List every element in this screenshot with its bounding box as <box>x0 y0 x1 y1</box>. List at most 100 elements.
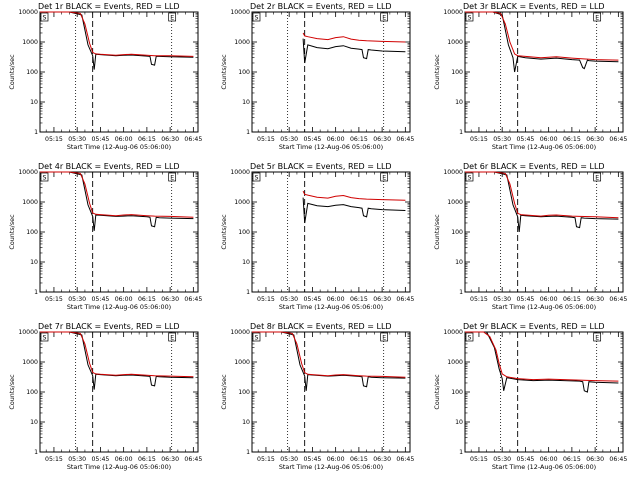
plot-frame <box>39 331 199 453</box>
plot-frame <box>251 11 411 133</box>
x-tick-label: 06:45 <box>396 456 414 463</box>
marker-box <box>168 12 177 22</box>
y-tick-label: 10000 <box>443 9 463 16</box>
events-series-line <box>40 11 194 70</box>
x-tick-label: 05:15 <box>45 136 63 143</box>
x-tick-label: 06:00 <box>327 296 345 303</box>
events-series-line <box>465 171 619 233</box>
marker-label-s: S <box>468 175 472 182</box>
y-axis-label: Counts/sec <box>8 54 16 90</box>
y-tick-label: 1000 <box>447 199 463 206</box>
y-tick-label: 10 <box>30 259 38 266</box>
panel-title: Det 4r BLACK = Events, RED = LLD <box>38 162 180 171</box>
y-tick-label: 10000 <box>230 169 250 176</box>
y-axis-label: Counts/sec <box>8 214 16 250</box>
x-tick-label: 05:30 <box>280 296 298 303</box>
x-tick-label: 05:15 <box>470 296 488 303</box>
x-tick-label: 05:45 <box>91 456 109 463</box>
marker-box <box>593 332 602 342</box>
x-tick-label: 06:30 <box>586 296 604 303</box>
events-series-line <box>302 197 406 224</box>
y-axis-label: Counts/sec <box>8 374 16 410</box>
x-tick-label: 06:15 <box>563 296 581 303</box>
marker-label-e: E <box>382 175 386 182</box>
marker-label-s: S <box>468 15 472 22</box>
y-tick-label: 10000 <box>18 329 38 336</box>
lld-series-line <box>465 331 619 382</box>
x-axis-label: Start Time (12-Aug-06 05:06:00) <box>279 303 383 311</box>
x-tick-label: 05:45 <box>516 456 534 463</box>
plot-frame <box>464 11 624 133</box>
panel-title: Det 2r BLACK = Events, RED = LLD <box>250 2 392 11</box>
x-tick-label: 05:15 <box>45 456 63 463</box>
x-tick-label: 05:45 <box>91 296 109 303</box>
marker-label-e: E <box>170 175 174 182</box>
marker-label-e: E <box>382 15 386 22</box>
y-axis-label: Counts/sec <box>433 54 441 90</box>
x-tick-label: 06:45 <box>184 456 202 463</box>
x-tick-label: 06:45 <box>396 296 414 303</box>
x-tick-label: 06:15 <box>138 456 156 463</box>
y-tick-label: 100 <box>238 69 250 76</box>
x-tick-label: 05:15 <box>257 296 275 303</box>
lld-series-line <box>465 11 619 61</box>
panel-4: Det 4r BLACK = Events, RED = LLD 1 10 100 10… <box>8 162 202 311</box>
marker-box <box>168 332 177 342</box>
y-axis-label: Counts/sec <box>220 214 228 250</box>
panel-9: Det 9r BLACK = Events, RED = LLD 1 10 100 10… <box>433 322 627 471</box>
x-tick-label: 06:00 <box>540 296 558 303</box>
x-tick-label: 06:00 <box>115 456 133 463</box>
x-tick-label: 05:15 <box>257 136 275 143</box>
y-tick-label: 1 <box>246 449 250 456</box>
x-axis-label: Start Time (12-Aug-06 05:06:00) <box>492 143 596 151</box>
x-tick-label: 06:15 <box>563 456 581 463</box>
x-tick-label: 05:15 <box>257 456 275 463</box>
marker-box <box>168 172 177 182</box>
x-tick-label: 06:45 <box>184 136 202 143</box>
x-tick-label: 06:15 <box>138 136 156 143</box>
marker-label-s: S <box>255 15 259 22</box>
x-tick-label: 06:00 <box>327 456 345 463</box>
panel-title: Det 5r BLACK = Events, RED = LLD <box>250 162 392 171</box>
y-tick-label: 100 <box>26 229 38 236</box>
x-tick-label: 05:30 <box>280 136 298 143</box>
panel-6: Det 6r BLACK = Events, RED = LLD 1 10 100 10… <box>433 162 627 311</box>
x-tick-label: 06:00 <box>540 456 558 463</box>
x-tick-label: 05:45 <box>303 296 321 303</box>
x-tick-label: 06:30 <box>373 456 391 463</box>
y-tick-label: 1000 <box>234 39 250 46</box>
y-tick-label: 100 <box>238 389 250 396</box>
panel-5: Det 5r BLACK = Events, RED = LLD 1 10 100 10… <box>220 162 414 311</box>
x-tick-label: 05:30 <box>493 296 511 303</box>
x-tick-label: 05:30 <box>68 296 86 303</box>
marker-box <box>380 12 389 22</box>
x-tick-label: 05:45 <box>303 136 321 143</box>
marker-label-e: E <box>170 335 174 342</box>
y-tick-label: 1 <box>246 289 250 296</box>
events-series-line <box>252 331 406 391</box>
plot-frame <box>251 331 411 453</box>
x-tick-label: 06:30 <box>373 296 391 303</box>
lld-series-line <box>40 171 194 218</box>
marker-box <box>40 332 49 342</box>
panel-title: Det 9r BLACK = Events, RED = LLD <box>463 322 605 331</box>
y-axis-label: Counts/sec <box>220 374 228 410</box>
x-tick-label: 05:30 <box>280 456 298 463</box>
marker-box <box>465 332 474 342</box>
x-tick-label: 06:30 <box>586 456 604 463</box>
marker-box <box>40 172 49 182</box>
marker-label-e: E <box>595 15 599 22</box>
y-axis-label: Counts/sec <box>220 54 228 90</box>
y-tick-label: 1000 <box>447 359 463 366</box>
y-tick-label: 10000 <box>18 9 38 16</box>
y-tick-label: 10000 <box>230 9 250 16</box>
x-axis-label: Start Time (12-Aug-06 05:06:00) <box>279 143 383 151</box>
y-tick-label: 1000 <box>22 359 38 366</box>
x-tick-label: 05:30 <box>68 136 86 143</box>
marker-box <box>380 172 389 182</box>
plot-frame <box>39 171 199 293</box>
y-tick-label: 100 <box>26 69 38 76</box>
marker-label-s: S <box>43 175 47 182</box>
x-axis-label: Start Time (12-Aug-06 05:06:00) <box>492 303 596 311</box>
